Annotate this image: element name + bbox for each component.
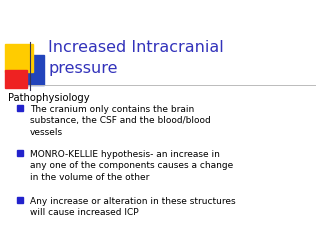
Text: Any increase or alteration in these structures
will cause increased ICP: Any increase or alteration in these stru… (30, 197, 236, 217)
Bar (17, 105, 23, 111)
Text: pressure: pressure (48, 60, 117, 76)
Bar (5, 70, 27, 88)
Text: MONRO-KELLIE hypothesis- an increase in
any one of the components causes a chang: MONRO-KELLIE hypothesis- an increase in … (30, 150, 233, 182)
Bar (17, 150, 23, 156)
Bar (17, 197, 23, 203)
Bar (18, 55, 44, 85)
Text: The cranium only contains the brain
substance, the CSF and the blood/blood
vesse: The cranium only contains the brain subs… (30, 105, 211, 137)
Text: Increased Intracranial: Increased Intracranial (48, 40, 224, 54)
Text: Pathophysiology: Pathophysiology (8, 93, 90, 103)
Bar (5, 44, 33, 72)
